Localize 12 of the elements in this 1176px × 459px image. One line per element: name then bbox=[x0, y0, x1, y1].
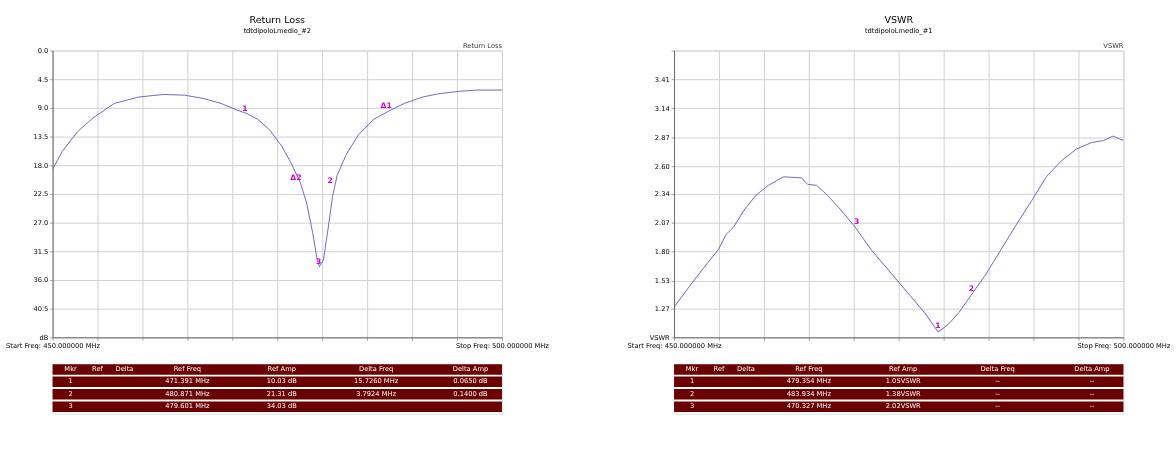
annotation: 1 bbox=[935, 321, 941, 331]
line-series bbox=[674, 135, 1124, 333]
annotation: 2 bbox=[327, 175, 333, 185]
line-series bbox=[52, 89, 502, 268]
chart-title: VSWR bbox=[884, 13, 914, 25]
annotation: 3 bbox=[315, 256, 322, 266]
annotation: Δ2 bbox=[290, 172, 302, 182]
annotation: 2 bbox=[968, 283, 975, 293]
chart-title: Return Loss bbox=[249, 13, 306, 25]
annotation: 1 bbox=[242, 103, 248, 113]
annotation: 3 bbox=[854, 217, 860, 227]
annotation: Δ1 bbox=[380, 100, 392, 110]
